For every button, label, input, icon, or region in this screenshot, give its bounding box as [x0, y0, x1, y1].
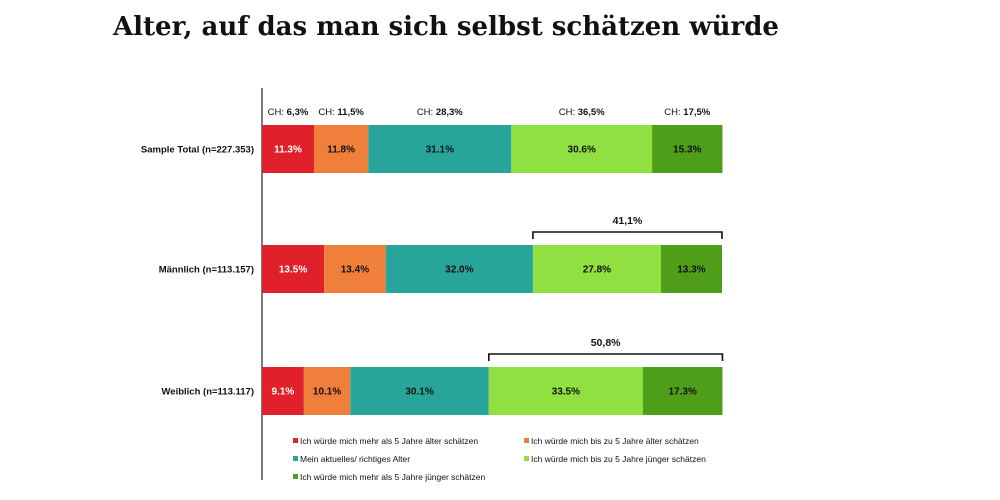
bar-segment: [385, 245, 533, 293]
category-label: Männlich (n=113.157): [159, 265, 254, 276]
legend-swatch: [293, 456, 298, 461]
bar-segment: [262, 245, 325, 293]
bar-segment: [652, 125, 723, 173]
legend-swatch: [293, 438, 298, 443]
ch-reference-label: CH: 11,5%: [318, 107, 364, 118]
bar-segment: [313, 125, 369, 173]
legend-label: Ich würde mich bis zu 5 Jahre jünger sch…: [531, 454, 706, 464]
legend-label: Mein aktuelles/ richtiges Alter: [300, 454, 410, 464]
data-label: 13.5%: [279, 265, 307, 276]
data-label: 15.3%: [673, 145, 701, 156]
data-label: 33.5%: [552, 387, 580, 398]
ch-reference-label: CH: 28,3%: [417, 107, 463, 118]
data-label: 11.3%: [274, 145, 302, 156]
ch-reference-label: CH: 6,3%: [268, 107, 309, 118]
bar-segment: [660, 245, 722, 293]
bracket-label: 50,8%: [591, 337, 621, 349]
ch-reference-label: CH: 17,5%: [664, 107, 710, 118]
data-label: 13.4%: [341, 265, 369, 276]
ch-reference-label: CH: 36,5%: [559, 107, 605, 118]
data-label: 27.8%: [583, 265, 611, 276]
bar-segment: [642, 367, 723, 415]
bar-segment: [262, 125, 314, 173]
bar-segment: [511, 125, 653, 173]
bar-segment: [324, 245, 386, 293]
data-label: 13.3%: [677, 265, 705, 276]
legend-label: Ich würde mich bis zu 5 Jahre älter schä…: [531, 436, 699, 446]
legend-swatch: [293, 474, 298, 479]
data-label: 32.0%: [445, 265, 473, 276]
category-label: Weiblich (n=113.117): [162, 387, 255, 398]
bracket: [487, 353, 724, 361]
data-label: 11.8%: [327, 145, 355, 156]
data-label: 31.1%: [426, 145, 454, 156]
data-label: 30.6%: [568, 145, 596, 156]
data-label: 30.1%: [405, 387, 433, 398]
bar-segment: [262, 367, 304, 415]
bar-segment: [488, 367, 643, 415]
legend-swatch: [524, 438, 529, 443]
legend-label: Ich würde mich mehr als 5 Jahre jünger s…: [300, 472, 485, 482]
data-label: 17.3%: [668, 387, 696, 398]
bar-segment: [303, 367, 351, 415]
bar-segment: [350, 367, 489, 415]
page-title: Alter, auf das man sich selbst schätzen …: [113, 12, 779, 42]
bracket-label: 41,1%: [613, 215, 643, 227]
data-label: 9.1%: [272, 387, 295, 398]
data-label: 10.1%: [313, 387, 341, 398]
legend-swatch: [524, 456, 529, 461]
bar-segment: [532, 245, 661, 293]
category-label: Sample Total (n=227.353): [141, 145, 254, 156]
bar-segment: [368, 125, 512, 173]
bracket: [532, 231, 723, 239]
legend-label: Ich würde mich mehr als 5 Jahre älter sc…: [300, 436, 478, 446]
